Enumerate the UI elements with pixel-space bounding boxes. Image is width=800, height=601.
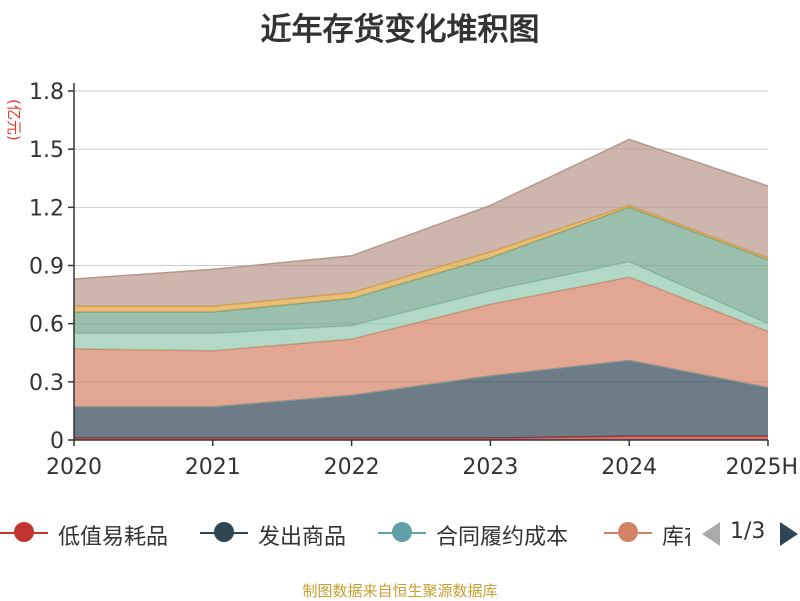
legend-label: 发出商品 (258, 525, 347, 550)
chart-title: 近年存货变化堆积图 (260, 12, 540, 48)
x-tick-label: 2025H (725, 455, 798, 480)
next-page-icon[interactable] (780, 522, 798, 546)
legend-label: 库存商品 (662, 525, 690, 550)
y-tick-label: 0.9 (29, 255, 64, 280)
x-tick-label: 2021 (185, 455, 241, 480)
area-series-3 (74, 277, 768, 408)
prev-page-icon[interactable] (702, 522, 720, 546)
y-tick-label: 1.8 (29, 80, 64, 105)
x-tick-label: 2022 (324, 455, 380, 480)
area-series-4 (74, 261, 768, 351)
legend-items: 低值易耗品 发出商品 合同履约成本 库存商品 (0, 515, 690, 551)
y-axis-unit-label: (亿元) (5, 99, 23, 141)
x-tick-label: 2020 (46, 455, 102, 480)
stacked-area-chart: 0 0.3 0.6 0.9 1.2 1.5 1.8 2020 2021 2022 2023 2024 2… (29, 80, 798, 480)
x-tick-label: 2023 (462, 455, 518, 480)
y-tick-label: 1.2 (29, 196, 64, 221)
legend: 低值易耗品 发出商品 合同履约成本 库存商品 1/3 (0, 515, 800, 551)
legend-pager: 1/3 (700, 515, 800, 551)
legend-label: 合同履约成本 (436, 525, 569, 550)
area-series-5 (74, 207, 768, 334)
legend-dot (618, 522, 638, 542)
y-tick-label: 0.3 (29, 371, 64, 396)
y-tick-label: 0.6 (29, 313, 64, 338)
legend-dot (214, 522, 234, 542)
area-series-7 (74, 139, 768, 307)
line-series-7 (73, 138, 769, 280)
data-source-note: 制图数据来自恒生聚源数据库 (302, 582, 498, 600)
area-series-1 (74, 360, 768, 439)
legend-dot (392, 522, 412, 542)
legend-label: 低值易耗品 (58, 525, 169, 550)
legend-page-indicator: 1/3 (730, 519, 766, 544)
x-tick-label: 2024 (601, 455, 657, 480)
y-tick-label: 1.5 (29, 138, 64, 163)
line-series-2 (74, 359, 769, 408)
legend-dot (14, 522, 34, 542)
y-tick-label: 0 (50, 429, 64, 454)
